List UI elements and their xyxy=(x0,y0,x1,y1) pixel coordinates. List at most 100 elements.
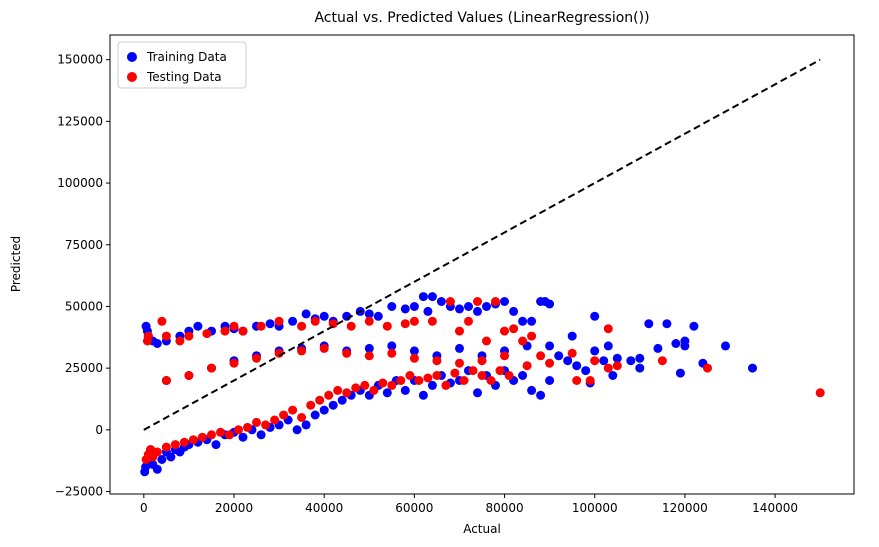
data-point xyxy=(207,430,216,440)
data-point xyxy=(527,316,537,326)
data-point xyxy=(689,321,699,331)
data-point xyxy=(161,331,171,341)
data-point xyxy=(346,321,356,331)
data-point xyxy=(152,447,162,457)
data-point xyxy=(306,400,316,410)
y-tick-label: 125000 xyxy=(57,114,103,128)
data-point xyxy=(288,405,298,415)
data-point xyxy=(400,304,410,314)
x-tick-label: 120000 xyxy=(662,501,708,515)
data-point xyxy=(175,336,185,346)
data-point xyxy=(342,388,352,398)
data-point xyxy=(509,306,519,316)
data-point xyxy=(432,356,442,366)
data-point xyxy=(500,326,509,336)
data-point xyxy=(436,297,446,306)
data-point xyxy=(252,417,261,427)
data-point xyxy=(572,361,582,371)
data-point xyxy=(495,366,505,376)
data-point xyxy=(157,455,167,464)
data-point xyxy=(310,316,320,326)
data-point xyxy=(220,326,230,336)
data-point xyxy=(238,326,248,336)
data-point xyxy=(152,339,162,348)
data-point xyxy=(554,351,564,361)
y-tick-label: −25000 xyxy=(55,485,103,499)
y-tick-label: 0 xyxy=(95,423,103,437)
data-point xyxy=(644,319,654,329)
data-point xyxy=(441,380,451,390)
data-point xyxy=(211,440,221,450)
data-point xyxy=(500,297,509,306)
y-tick-label: 100000 xyxy=(57,176,103,190)
data-point xyxy=(581,366,591,376)
data-point xyxy=(545,299,555,309)
data-point xyxy=(297,413,307,422)
y-axis: −25000 0 25000 50000 75000 100000 125000 150000 xyxy=(55,53,110,499)
data-point xyxy=(418,390,428,400)
data-point xyxy=(455,326,464,336)
legend-label-training: Training Data xyxy=(146,50,227,64)
y-axis-title: Predicted xyxy=(9,236,23,292)
x-axis-title: Actual xyxy=(463,522,501,536)
data-point xyxy=(310,410,320,420)
data-point xyxy=(567,331,577,341)
data-point xyxy=(518,316,528,326)
data-point xyxy=(536,390,546,400)
y-tick-label: 25000 xyxy=(65,361,103,375)
data-point xyxy=(387,380,397,390)
x-axis: 0 20000 40000 60000 80000 100000 120000 140000 xyxy=(140,494,798,515)
data-point xyxy=(423,373,433,383)
legend-box xyxy=(117,41,247,89)
data-point xyxy=(319,343,329,353)
data-point xyxy=(238,432,248,442)
data-point xyxy=(364,316,374,326)
data-point xyxy=(464,302,473,311)
data-point xyxy=(473,297,482,306)
data-point xyxy=(612,361,622,371)
data-point xyxy=(612,353,622,363)
data-point xyxy=(364,351,374,361)
data-point xyxy=(680,336,690,346)
data-point xyxy=(351,383,361,393)
series-testing xyxy=(141,297,825,464)
data-point xyxy=(653,343,663,353)
data-point xyxy=(545,341,555,351)
data-point xyxy=(405,371,415,380)
data-point xyxy=(328,319,338,329)
data-point xyxy=(161,376,171,385)
y-tick-label: 50000 xyxy=(65,299,103,313)
data-point xyxy=(464,316,473,326)
data-point xyxy=(427,380,437,390)
data-point xyxy=(387,348,397,358)
data-point xyxy=(473,306,482,316)
data-point xyxy=(500,351,509,361)
data-point xyxy=(721,341,730,351)
data-point xyxy=(815,388,825,398)
data-point xyxy=(545,376,555,385)
data-point xyxy=(184,371,194,380)
data-point xyxy=(387,302,397,311)
data-point xyxy=(152,464,162,474)
data-point xyxy=(599,356,609,366)
data-point xyxy=(170,440,180,450)
data-point xyxy=(657,356,667,366)
data-point xyxy=(297,346,307,356)
data-point xyxy=(491,297,500,306)
data-point xyxy=(608,371,618,380)
data-point xyxy=(662,319,672,329)
data-point xyxy=(409,302,419,311)
data-point xyxy=(301,309,311,319)
data-point xyxy=(207,363,216,373)
data-point xyxy=(369,385,379,395)
data-point xyxy=(166,452,176,462)
data-point xyxy=(188,435,198,445)
data-point xyxy=(279,410,289,420)
data-point xyxy=(590,356,600,366)
data-point xyxy=(459,376,469,385)
data-point xyxy=(234,425,243,435)
data-point xyxy=(337,395,347,405)
data-point xyxy=(157,316,167,326)
data-point xyxy=(229,321,239,331)
data-point xyxy=(536,351,546,361)
